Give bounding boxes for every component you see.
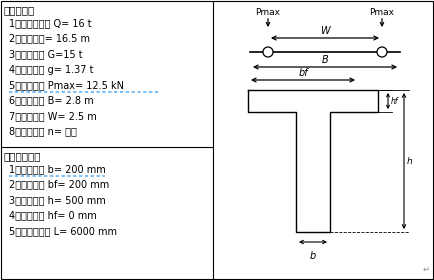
Text: 1、吊车梁宽 b= 200 mm: 1、吊车梁宽 b= 200 mm bbox=[9, 164, 106, 174]
Text: 吊车数据：: 吊车数据： bbox=[4, 5, 35, 15]
Text: ↵: ↵ bbox=[423, 265, 430, 274]
Text: 2、吊车跨度= 16.5 m: 2、吊车跨度= 16.5 m bbox=[9, 34, 90, 43]
Text: 4、上翼缘高 hf= 0 mm: 4、上翼缘高 hf= 0 mm bbox=[9, 211, 97, 221]
Text: 3、吊车总重 G=15 t: 3、吊车总重 G=15 t bbox=[9, 49, 82, 59]
Text: 4、小车重里 g= 1.37 t: 4、小车重里 g= 1.37 t bbox=[9, 64, 93, 74]
Text: bf: bf bbox=[298, 68, 308, 78]
Text: B: B bbox=[322, 55, 329, 65]
Text: b: b bbox=[310, 251, 316, 261]
Text: 吊车梁数据：: 吊车梁数据： bbox=[4, 151, 42, 161]
Text: Pmax: Pmax bbox=[369, 8, 395, 17]
Text: Pmax: Pmax bbox=[256, 8, 280, 17]
Text: W: W bbox=[320, 26, 330, 36]
Text: h: h bbox=[407, 157, 413, 165]
Circle shape bbox=[377, 47, 387, 57]
Text: 7、吊车轮距 W= 2.5 m: 7、吊车轮距 W= 2.5 m bbox=[9, 111, 97, 121]
Text: 5、最大轮压 Pmax= 12.5 kN: 5、最大轮压 Pmax= 12.5 kN bbox=[9, 80, 124, 90]
Circle shape bbox=[263, 47, 273, 57]
Text: hf: hf bbox=[391, 97, 398, 106]
Text: 3、吊车梁高 h= 500 mm: 3、吊车梁高 h= 500 mm bbox=[9, 195, 106, 205]
Text: 2、上翼缘宽 bf= 200 mm: 2、上翼缘宽 bf= 200 mm bbox=[9, 179, 109, 190]
Text: 6、吊车总宽 B= 2.8 m: 6、吊车总宽 B= 2.8 m bbox=[9, 95, 94, 106]
Text: 1、吊车起重量 Q= 16 t: 1、吊车起重量 Q= 16 t bbox=[9, 18, 92, 28]
Text: 8、吊车数量 n= 两台: 8、吊车数量 n= 两台 bbox=[9, 127, 77, 137]
Text: 5、吊车梁跨度 L= 6000 mm: 5、吊车梁跨度 L= 6000 mm bbox=[9, 226, 117, 236]
